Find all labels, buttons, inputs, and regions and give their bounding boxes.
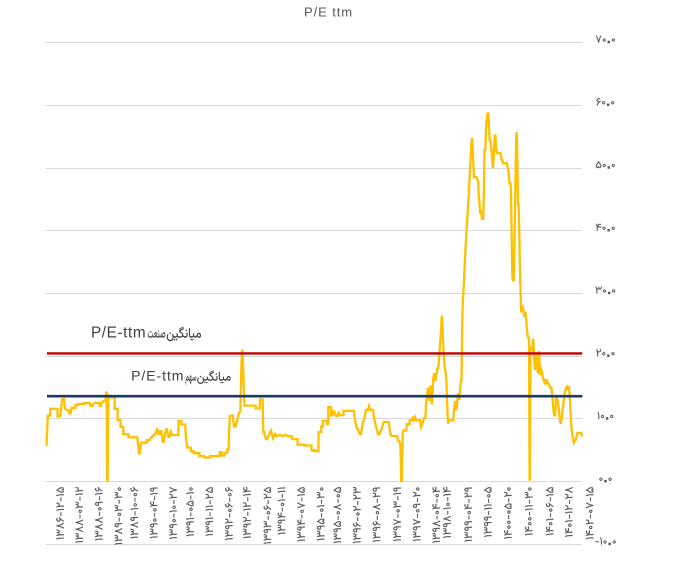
svg-text:P/E-ttm: P/E-ttm xyxy=(131,368,184,384)
svg-text:P/E ttm: P/E ttm xyxy=(304,4,353,19)
svg-text:P/E-ttm: P/E-ttm xyxy=(91,325,146,342)
